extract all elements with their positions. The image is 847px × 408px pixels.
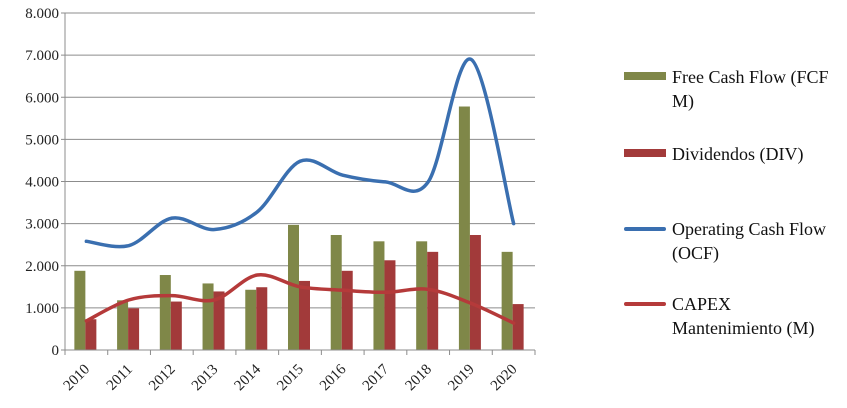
- x-tick-label: 2020: [488, 362, 521, 395]
- bar-fcf: [74, 270, 86, 350]
- legend-label-capex: CAPEX Mantenimiento (M): [672, 294, 815, 338]
- bar-div: [299, 280, 310, 350]
- x-tick-label: 2013: [189, 362, 222, 395]
- bar-div: [256, 287, 268, 350]
- bar-fcf: [288, 224, 299, 350]
- bar-div: [170, 301, 182, 350]
- legend-swatch-div: [624, 149, 666, 157]
- chart-canvas: 0 1.000 2.000 3.000 4.000 5.000 6.000 7.000 8.00…: [25, 6, 536, 394]
- x-tick-label: 2018: [402, 362, 435, 395]
- bar-div: [512, 304, 524, 350]
- gridlines: [65, 12, 535, 309]
- y-tick-label: 1.000: [25, 301, 59, 317]
- y-tick-label: 0: [52, 343, 60, 359]
- bar-fcf: [117, 300, 129, 350]
- bar-fcf: [416, 241, 428, 350]
- x-tick-label: 2015: [274, 362, 307, 395]
- bar-fcf: [245, 289, 257, 350]
- x-tick-label: 2016: [317, 361, 350, 394]
- bar-div: [85, 319, 97, 350]
- bar-div: [213, 291, 225, 350]
- legend-label-fcf: Free Cash Flow (FCF M): [672, 67, 829, 111]
- x-tick-label: 2014: [232, 361, 265, 394]
- x-tick-label: 2010: [61, 362, 94, 395]
- x-tick-label: 2012: [146, 362, 179, 395]
- bar-div: [427, 251, 439, 350]
- legend-item-capex: CAPEX Mantenimiento (M): [624, 292, 842, 340]
- x-tick-labels: 2010 2011 2012 2013 2014 2015 2016 2017 2018 2019…: [61, 361, 521, 394]
- lines: [84, 57, 516, 325]
- bars: [74, 106, 524, 350]
- bar-div: [384, 260, 396, 350]
- y-tick-label: 5.000: [25, 132, 59, 148]
- bar-fcf: [330, 234, 342, 350]
- y-tick-label: 3.000: [25, 217, 59, 233]
- bar-fcf: [373, 241, 385, 350]
- bar-fcf: [159, 275, 171, 350]
- y-tick-label: 4.000: [25, 175, 59, 191]
- legend-item-fcf: Free Cash Flow (FCF M): [624, 65, 842, 113]
- legend-item-ocf: Operating Cash Flow (OCF): [624, 217, 842, 265]
- bar-div: [341, 270, 353, 350]
- y-tick-label: 7.000: [25, 48, 59, 64]
- line-capex: [84, 273, 516, 325]
- y-tick-label: 2.000: [25, 259, 59, 275]
- legend-label-div: Dividendos (DIV): [672, 144, 804, 164]
- y-tick-label: 6.000: [25, 90, 59, 106]
- legend-label-ocf: Operating Cash Flow (OCF): [672, 219, 826, 263]
- legend-swatch-ocf: [624, 227, 666, 231]
- y-tick-labels: 0 1.000 2.000 3.000 4.000 5.000 6.000 7.000 8.00…: [25, 6, 59, 359]
- bar-fcf: [202, 283, 214, 350]
- bar-div: [469, 234, 481, 350]
- legend-item-div: Dividendos (DIV): [624, 142, 842, 166]
- x-tick-label: 2017: [360, 361, 393, 394]
- line-ocf: [84, 57, 516, 249]
- axes: [61, 12, 536, 355]
- y-tick-label: 8.000: [25, 6, 59, 22]
- x-tick-label: 2011: [104, 362, 136, 394]
- x-tick-label: 2019: [445, 362, 478, 395]
- legend-swatch-fcf: [624, 72, 666, 80]
- bar-fcf: [458, 106, 470, 350]
- legend-swatch-capex: [624, 302, 666, 306]
- bar-div: [128, 308, 140, 350]
- bar-fcf: [501, 251, 513, 350]
